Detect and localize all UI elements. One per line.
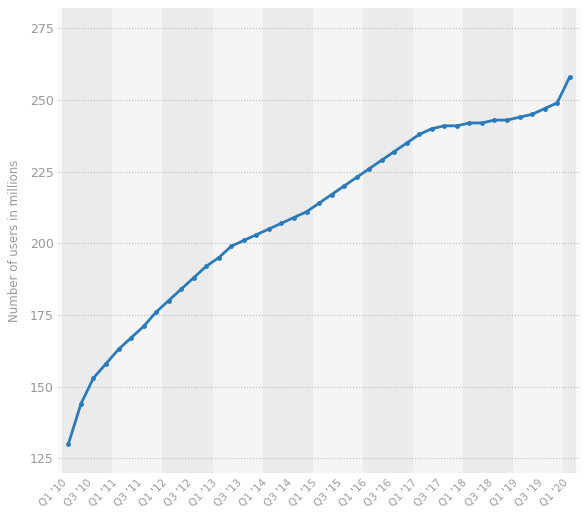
Y-axis label: Number of users in millions: Number of users in millions: [8, 159, 21, 322]
Bar: [212, 8, 263, 473]
Bar: [513, 8, 563, 473]
Bar: [363, 8, 413, 473]
Bar: [62, 8, 112, 473]
Bar: [313, 8, 363, 473]
Bar: [563, 8, 576, 473]
Bar: [463, 8, 513, 473]
Bar: [112, 8, 162, 473]
Bar: [413, 8, 463, 473]
Bar: [263, 8, 313, 473]
Bar: [162, 8, 212, 473]
